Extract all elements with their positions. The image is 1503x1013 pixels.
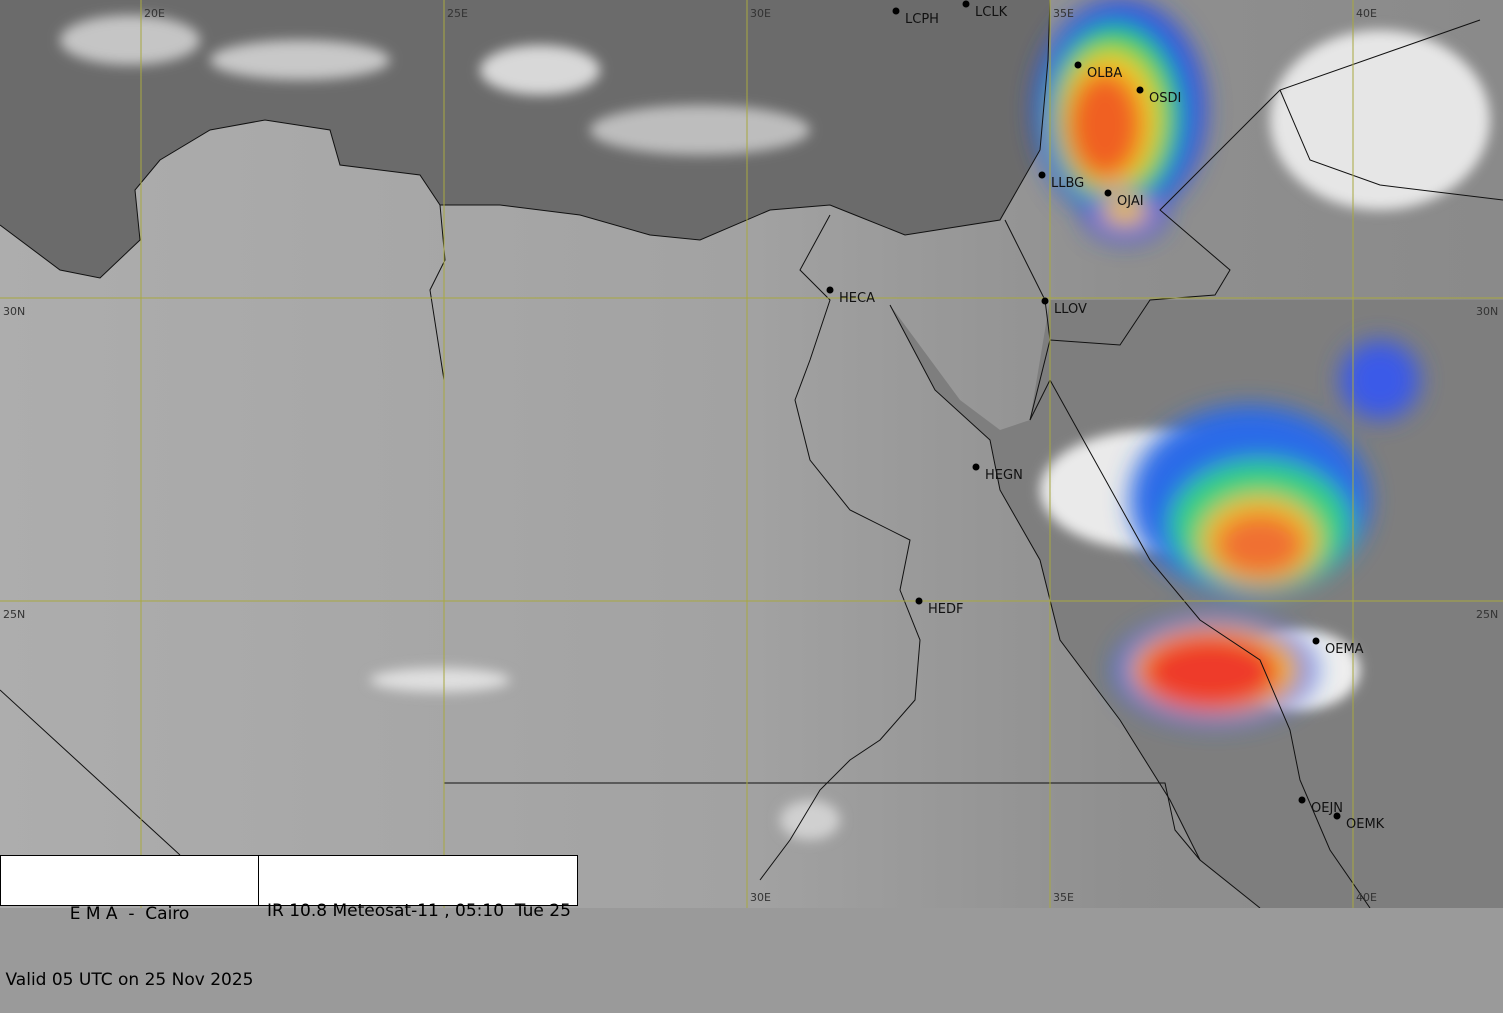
storm-yellow bbox=[1100, 198, 1150, 226]
station-label: OEJN bbox=[1311, 801, 1343, 816]
libya-sudan-border bbox=[0, 689, 181, 856]
station-dot bbox=[1298, 796, 1306, 804]
storm-red bbox=[1140, 634, 1280, 710]
station-label: OEMK bbox=[1346, 817, 1385, 832]
cloud bbox=[1270, 30, 1490, 210]
station-label: HECA bbox=[839, 291, 875, 306]
agency: E M A - Cairo bbox=[69, 904, 190, 924]
station-label: LLBG bbox=[1051, 176, 1084, 191]
station-label: HEGN bbox=[985, 468, 1023, 483]
storm-red bbox=[1067, 70, 1143, 180]
jordan-border bbox=[1049, 19, 1481, 346]
station-label: OSDI bbox=[1149, 91, 1181, 106]
info-box-right: IR 10.8 Meteosat-11 , 05:10 Tue 25 bbox=[258, 855, 578, 921]
graticule bbox=[0, 0, 1503, 908]
lon-label: 30E bbox=[750, 7, 771, 20]
storm-cells bbox=[1035, 0, 1420, 725]
product: IR 10.8 Meteosat-11 , 05:10 Tue 25 bbox=[267, 901, 571, 921]
station-dot bbox=[1312, 637, 1320, 645]
lon-label: 35E bbox=[1053, 7, 1074, 20]
red-sea-coast-east bbox=[1029, 378, 1371, 908]
storm-blue bbox=[1340, 340, 1420, 420]
cloud bbox=[480, 45, 600, 95]
station-dot bbox=[1333, 812, 1341, 820]
lat-label-left: 30N bbox=[3, 305, 25, 318]
station-dot bbox=[1038, 171, 1046, 179]
station-dot bbox=[1104, 189, 1112, 197]
lat-label-right: 30N bbox=[1476, 305, 1498, 318]
station-dot bbox=[972, 463, 980, 471]
lon-label-bottom: 35E bbox=[1053, 891, 1074, 904]
station-dot bbox=[915, 597, 923, 605]
station-dot bbox=[962, 0, 970, 8]
station-label: LCLK bbox=[975, 5, 1008, 20]
cloud bbox=[780, 800, 840, 840]
lon-label: 25E bbox=[447, 7, 468, 20]
page: 20E 25E 30E 30E 35E 35E 40E 40E 30N 30N 25N 25N LCPH… bbox=[0, 0, 1503, 990]
station-label: OJAI bbox=[1117, 194, 1144, 209]
station-label: OLBA bbox=[1087, 66, 1122, 81]
station-dot bbox=[1041, 297, 1049, 305]
satellite-map: 20E 25E 30E 30E 35E 35E 40E 40E 30N 30N 25N 25N LCPH… bbox=[0, 0, 1503, 908]
cloud bbox=[60, 15, 200, 65]
lat-label-left: 25N bbox=[3, 608, 25, 621]
station-dot bbox=[1074, 61, 1082, 69]
station-dot bbox=[892, 7, 900, 15]
station-label: HEDF bbox=[928, 602, 963, 617]
sinai-border bbox=[1004, 219, 1051, 421]
storm-orange bbox=[1215, 513, 1305, 577]
station-dot bbox=[826, 286, 834, 294]
valid-time: Valid 05 UTC on 25 Nov 2025 bbox=[5, 970, 254, 990]
nile bbox=[759, 214, 921, 881]
lon-label-bottom: 40E bbox=[1356, 891, 1377, 904]
cloud bbox=[210, 40, 390, 80]
station-dot bbox=[1136, 86, 1144, 94]
station-label: OEMA bbox=[1325, 642, 1364, 657]
coastline bbox=[0, 0, 1051, 279]
lon-label: 20E bbox=[144, 7, 165, 20]
cloud bbox=[370, 668, 510, 692]
info-box-left: E M A - Cairo Valid 05 UTC on 25 Nov 202… bbox=[0, 855, 259, 990]
lon-label: 40E bbox=[1356, 7, 1377, 20]
station-label: LCPH bbox=[905, 12, 939, 27]
lon-label-bottom: 30E bbox=[750, 891, 771, 904]
station-label: LLOV bbox=[1054, 302, 1087, 317]
iraq-border bbox=[1279, 89, 1503, 201]
cloud bbox=[590, 105, 810, 155]
lat-label-right: 25N bbox=[1476, 608, 1498, 621]
